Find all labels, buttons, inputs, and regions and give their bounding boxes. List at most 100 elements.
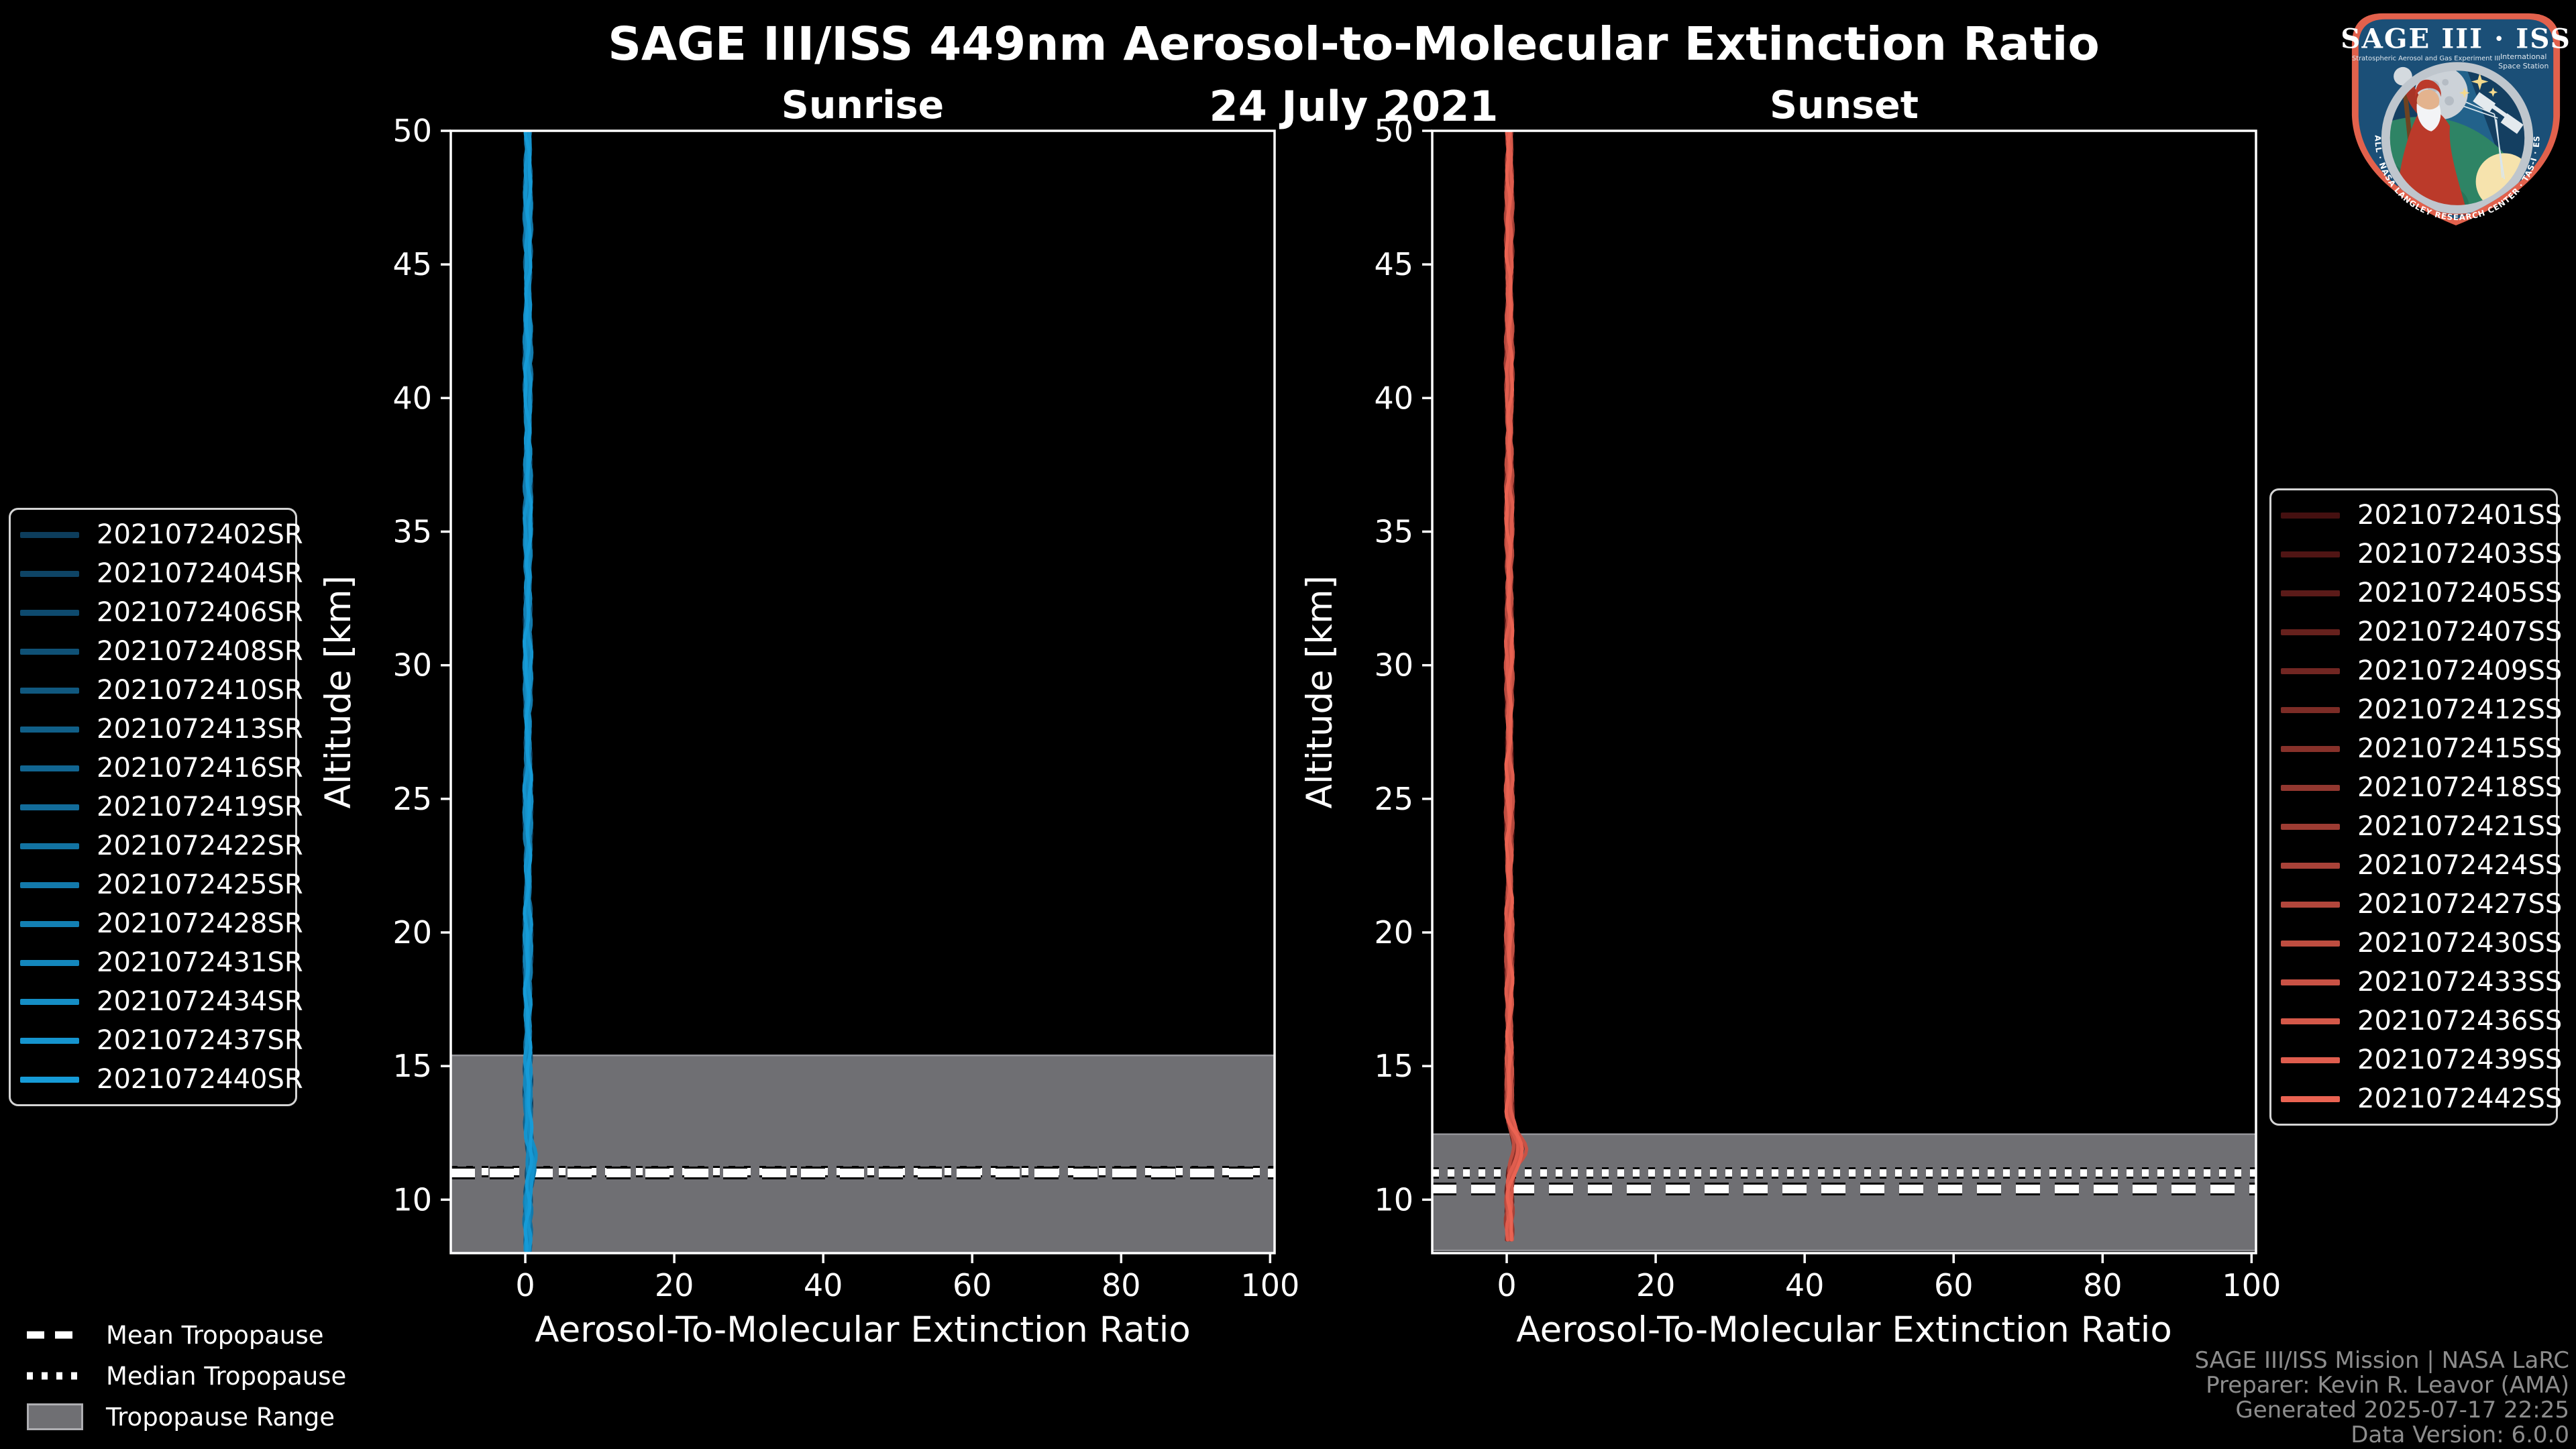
legend-line-swatch <box>2281 1057 2340 1063</box>
y-tick-label: 45 <box>1374 246 1413 282</box>
legend-entry: 2021072415SS <box>2271 729 2562 768</box>
dashed-line-swatch <box>27 1330 83 1340</box>
legend-entry-label: 2021072424SS <box>2357 850 2563 881</box>
sage-iii-iss-logo: SAGE III · ISS Stratospheric Aerosol and… <box>2340 1 2570 227</box>
legend-entry-label: 2021072433SS <box>2357 967 2563 998</box>
legend-line-swatch <box>20 570 79 577</box>
legend-entry: 2021072437SR <box>11 1021 303 1060</box>
legend-line-swatch <box>20 804 79 810</box>
logo-subtitle-left: Stratospheric Aerosol and Gas Experiment… <box>2352 55 2500 62</box>
y-tick-label: 20 <box>1374 914 1413 951</box>
legend-line-swatch <box>2281 784 2340 791</box>
legend-line-swatch <box>20 998 79 1005</box>
legend-entry-label: 2021072401SS <box>2357 500 2563 531</box>
legend-entry: 2021072407SS <box>2271 612 2562 651</box>
legend-line-swatch <box>2281 745 2340 752</box>
y-tick-label: 25 <box>392 781 432 817</box>
legend-entry-label: 2021072436SS <box>2357 1006 2563 1036</box>
legend-entry-label: 2021072404SR <box>97 558 303 589</box>
panel-sunrise: 0 20 40 60 80 100 10 15 20 25 30 35 40 45 50 Aerosol-To… <box>318 83 1299 1350</box>
y-tick-label: 50 <box>392 113 432 149</box>
y-tick-label: 10 <box>392 1181 432 1218</box>
legend-line-swatch <box>2281 590 2340 596</box>
legend-item-label: Mean Tropopause <box>106 1320 324 1350</box>
legend-entry: 2021072436SS <box>2271 1002 2562 1040</box>
legend-entry-label: 2021072405SS <box>2357 578 2563 608</box>
legend-line-swatch <box>20 959 79 966</box>
y-tick-label: 35 <box>392 514 432 550</box>
legend-entry-label: 2021072419SR <box>97 792 303 822</box>
legend-line-swatch <box>20 765 79 771</box>
legend-line-swatch <box>2281 512 2340 519</box>
legend-entry: 2021072405SS <box>2271 574 2562 612</box>
legend-entry-label: 2021072430SS <box>2357 928 2563 959</box>
axes-box <box>1431 129 2257 1254</box>
legend-line-swatch <box>20 687 79 694</box>
plot-area <box>451 131 1275 1253</box>
y-tick-label: 25 <box>1374 781 1413 817</box>
x-tick-label: 100 <box>1240 1267 1299 1303</box>
legend-entry: 2021072433SS <box>2271 963 2562 1002</box>
legend-line-swatch <box>2281 629 2340 635</box>
logo-subtitle-right-2: Space Station <box>2498 62 2548 70</box>
x-tick-label: 0 <box>515 1267 535 1303</box>
legend-entry-label: 2021072418SS <box>2357 772 2563 803</box>
legend-entry-label: 2021072422SR <box>97 830 303 861</box>
legend-line-swatch <box>20 1037 79 1044</box>
attribution-line: SAGE III/ISS Mission | NASA LaRC <box>2194 1347 2569 1374</box>
legend-entry: 2021072404SR <box>11 554 303 593</box>
legend-entry: 2021072413SR <box>11 710 303 749</box>
x-tick-label: 40 <box>1785 1267 1825 1303</box>
legend-entry: 2021072442SS <box>2271 1079 2562 1118</box>
attribution-line: Preparer: Kevin R. Leavor (AMA) <box>2206 1372 2569 1399</box>
y-axis-label: Altitude [km] <box>318 576 359 809</box>
panel-title: Sunset <box>1770 83 1919 127</box>
x-tick-label: 20 <box>655 1267 694 1303</box>
legend-line-swatch <box>2281 667 2340 674</box>
legend-item-label: Tropopause Range <box>106 1402 335 1432</box>
legend-entry: 2021072434SR <box>11 982 303 1021</box>
logo-scene <box>2381 62 2534 215</box>
legend-line-swatch <box>20 881 79 888</box>
y-tick-label: 10 <box>1374 1181 1413 1218</box>
legend-entry-label: 2021072410SR <box>97 675 303 706</box>
legend-entry: 2021072412SS <box>2271 690 2562 729</box>
legend-entry-label: 2021072440SR <box>97 1064 303 1095</box>
legend-line-swatch <box>20 648 79 655</box>
legend-entry: 2021072425SR <box>11 865 303 904</box>
legend-entry-label: 2021072415SS <box>2357 733 2563 764</box>
y-tick-label: 45 <box>392 246 432 282</box>
legend-entry: 2021072406SR <box>11 593 303 632</box>
legend-item-label: Median Tropopause <box>106 1361 347 1391</box>
legend-entry-label: 2021072408SR <box>97 636 303 667</box>
legend-entry: 2021072408SR <box>11 632 303 671</box>
legend-entry-label: 2021072413SR <box>97 714 303 745</box>
x-tick-label: 100 <box>2222 1267 2281 1303</box>
legend-entry-label: 2021072409SS <box>2357 655 2563 686</box>
figure-title: SAGE III/ISS 449nm Aerosol-to-Molecular … <box>608 17 2100 71</box>
legend-item-tropopause-range: Tropopause Range <box>27 1401 346 1433</box>
legend-entry-label: 2021072407SS <box>2357 616 2563 647</box>
figure-date: 24 July 2021 <box>1209 82 1499 131</box>
logo-stars <box>2459 72 2498 99</box>
x-axis-label: Aerosol-To-Molecular Extinction Ratio <box>535 1309 1191 1350</box>
legend-entry: 2021072422SR <box>11 826 303 865</box>
legend-line-swatch <box>20 726 79 733</box>
legend-entry-label: 2021072416SR <box>97 753 303 784</box>
x-tick-label: 0 <box>1497 1267 1516 1303</box>
legend-line-swatch <box>2281 1018 2340 1024</box>
axes-box <box>449 129 1276 1254</box>
y-tick-label: 50 <box>1374 113 1413 149</box>
legend-entry-label: 2021072434SR <box>97 986 303 1017</box>
legend-entry-label: 2021072421SS <box>2357 811 2563 842</box>
logo-svg: SAGE III · ISS Stratospheric Aerosol and… <box>2340 1 2570 226</box>
sunset-events-legend: 2021072401SS 2021072403SS 2021072405SS 2021… <box>2269 488 2562 1126</box>
y-tick-label: 15 <box>1374 1048 1413 1084</box>
x-axis-label: Aerosol-To-Molecular Extinction Ratio <box>1516 1309 2172 1350</box>
tropopause-range-band <box>451 1054 1275 1253</box>
y-tick-label: 35 <box>1374 514 1413 550</box>
legend-entry-label: 2021072439SS <box>2357 1044 2563 1075</box>
legend-entry: 2021072427SS <box>2271 885 2562 924</box>
legend-entry-label: 2021072403SS <box>2357 539 2563 570</box>
legend-entry: 2021072430SS <box>2271 924 2562 963</box>
